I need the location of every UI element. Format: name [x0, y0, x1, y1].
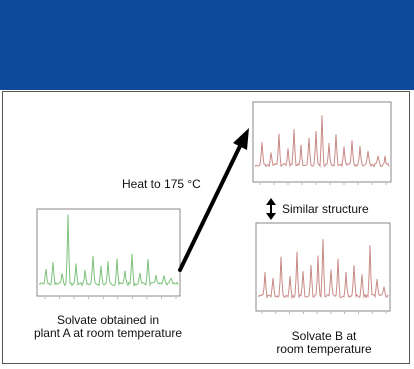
solvate-b-axis-ticks: [261, 312, 387, 314]
solvate-b-trace: [257, 239, 389, 300]
plant-a-caption-line2: plant A at room temperature: [33, 326, 183, 340]
plant-a-spectrum: [36, 208, 181, 299]
heated-axis-ticks: [259, 183, 387, 185]
plant-a-caption-line1: Solvate obtained in: [56, 313, 160, 327]
header-band: [0, 0, 414, 90]
heat-label: Heat to 175 °C: [122, 177, 201, 191]
heated-trace: [254, 115, 390, 168]
similar-structure-label: Similar structure: [282, 202, 369, 216]
heated-spectrum: [252, 101, 392, 185]
solvate-b-caption-line2: room temperature: [276, 342, 372, 356]
solvate-b-plot-frame: [255, 222, 391, 312]
double-arrow-icon: [266, 198, 276, 220]
plant-a-axis-ticks: [44, 297, 177, 299]
plant-a-trace: [38, 214, 179, 288]
solvate-b-caption-line1: Solvate B at: [291, 329, 357, 343]
diagonal-arrow-icon: [178, 128, 249, 272]
heated-plot-frame: [252, 101, 392, 183]
solvate-b-spectrum: [255, 222, 391, 314]
